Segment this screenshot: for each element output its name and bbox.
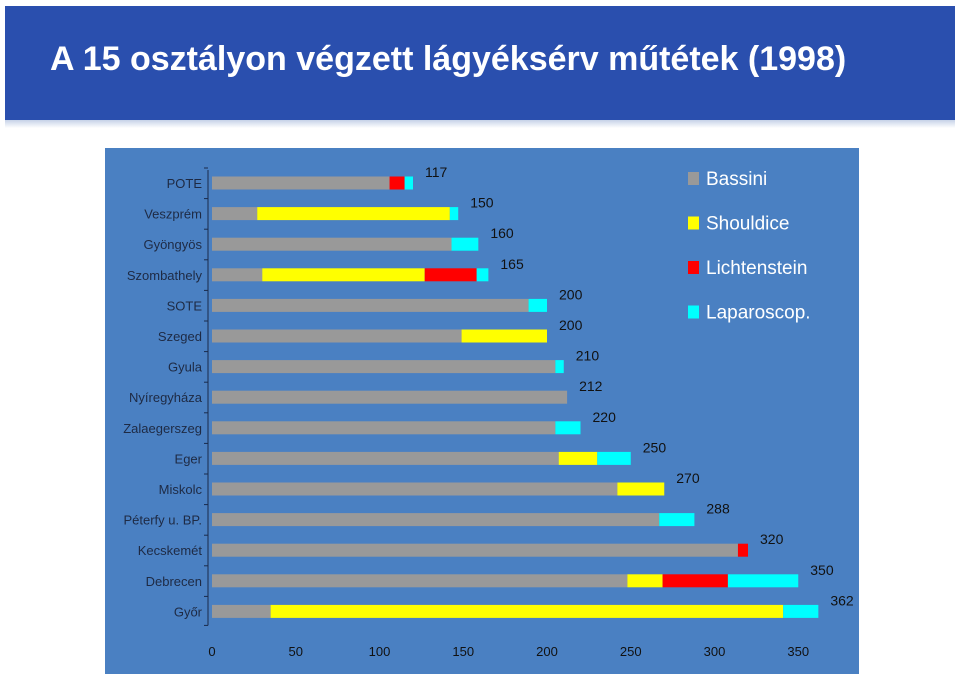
bar-segment-bassini xyxy=(212,329,462,343)
bar-segment-laparoscop xyxy=(783,604,819,618)
x-tick-label: 350 xyxy=(787,644,809,659)
bar-segment-laparoscop xyxy=(449,207,459,221)
bar-segment-lichtenstein xyxy=(737,543,748,557)
bar-segment-lichtenstein xyxy=(662,574,728,588)
data-label: 150 xyxy=(470,195,494,211)
data-label: 250 xyxy=(643,439,667,455)
chart-panel: POTE 117 Veszprém 150 Gyöngyös 160 Szombathely… xyxy=(105,148,859,674)
stacked-bar-chart: POTE 117 Veszprém 150 Gyöngyös 160 Szombathely… xyxy=(123,164,854,659)
x-tick-label: 300 xyxy=(704,644,726,659)
bar-segment-laparoscop xyxy=(528,298,547,312)
data-label: 220 xyxy=(593,409,617,425)
bar-segment-shouldice xyxy=(270,604,784,618)
data-label: 160 xyxy=(490,225,514,241)
data-label: 200 xyxy=(559,317,583,333)
bar-segment-lichtenstein xyxy=(389,176,405,190)
bar-segment-bassini xyxy=(212,543,738,557)
bar-segment-bassini xyxy=(212,421,556,435)
bar-segment-bassini xyxy=(212,268,263,282)
bar-segment-laparoscop xyxy=(659,513,695,527)
bar-segment-shouldice xyxy=(617,482,665,496)
y-tick-label: Győr xyxy=(174,604,203,619)
bar-segment-laparoscop xyxy=(451,237,479,251)
bar-segment-bassini xyxy=(212,451,559,465)
bar-segment-lichtenstein xyxy=(424,268,477,282)
legend-label: Lichtenstein xyxy=(706,258,807,279)
title-band xyxy=(5,6,955,128)
y-tick-label: Eger xyxy=(175,451,203,466)
data-label: 210 xyxy=(576,348,600,364)
bar-segment-laparoscop xyxy=(555,421,581,435)
legend-swatch xyxy=(688,172,699,185)
data-label: 212 xyxy=(579,378,603,394)
data-label: 350 xyxy=(810,562,834,578)
y-tick-label: Péterfy u. BP. xyxy=(123,513,202,528)
bar-segment-shouldice xyxy=(262,268,425,282)
bar-segment-shouldice xyxy=(558,451,598,465)
bar-segment-bassini xyxy=(212,298,529,312)
data-label: 320 xyxy=(760,531,784,547)
x-tick-label: 100 xyxy=(369,644,391,659)
y-tick-label: Gyöngyös xyxy=(143,237,202,252)
y-tick-label: Debrecen xyxy=(146,574,202,589)
bar-segment-bassini xyxy=(212,207,258,221)
x-tick-label: 200 xyxy=(536,644,558,659)
x-tick-label: 150 xyxy=(452,644,474,659)
y-tick-label: Kecskemét xyxy=(138,543,203,558)
bar-segment-bassini xyxy=(212,513,660,527)
bar-segment-bassini xyxy=(212,237,452,251)
bar-segment-shouldice xyxy=(461,329,547,343)
y-tick-label: POTE xyxy=(167,176,203,191)
legend-label: Bassini xyxy=(706,169,767,190)
legend-label: Shouldice xyxy=(706,214,789,235)
y-tick-label: SOTE xyxy=(167,298,203,313)
x-tick-label: 250 xyxy=(620,644,642,659)
bar-segment-shouldice xyxy=(257,207,450,221)
legend-swatch xyxy=(688,261,699,274)
bar-segment-bassini xyxy=(212,482,618,496)
page-title: A 15 osztályon végzett lágyéksérv műtéte… xyxy=(50,40,847,78)
y-tick-label: Szeged xyxy=(158,329,202,344)
bar-segment-laparoscop xyxy=(597,451,631,465)
y-tick-label: Gyula xyxy=(168,360,203,375)
legend-swatch xyxy=(688,305,699,319)
data-label: 362 xyxy=(830,592,854,608)
y-tick-label: Szombathely xyxy=(127,268,203,283)
bar-segment-bassini xyxy=(212,390,568,404)
y-tick-label: Nyíregyháza xyxy=(129,390,203,405)
data-label: 270 xyxy=(676,470,700,486)
bar-segment-laparoscop xyxy=(404,176,413,190)
y-tick-label: Miskolc xyxy=(159,482,203,497)
bar-segment-laparoscop xyxy=(727,574,799,588)
data-label: 288 xyxy=(706,501,730,517)
bar-segment-bassini xyxy=(212,176,390,190)
bar-segment-shouldice xyxy=(627,574,663,588)
bar-segment-bassini xyxy=(212,574,628,588)
y-tick-label: Zalaegerszeg xyxy=(123,421,202,436)
bar-segment-bassini xyxy=(212,604,271,618)
data-label: 165 xyxy=(500,256,524,272)
legend-label: Laparoscop. xyxy=(706,303,811,324)
y-tick-label: Veszprém xyxy=(144,207,202,222)
bar-segment-bassini xyxy=(212,360,556,374)
x-tick-label: 50 xyxy=(289,644,303,659)
legend-swatch xyxy=(688,216,699,230)
data-label: 117 xyxy=(425,164,448,180)
data-label: 200 xyxy=(559,286,583,302)
bar-segment-laparoscop xyxy=(555,360,564,374)
bar-segment-laparoscop xyxy=(476,268,489,282)
x-tick-label: 0 xyxy=(208,644,215,659)
